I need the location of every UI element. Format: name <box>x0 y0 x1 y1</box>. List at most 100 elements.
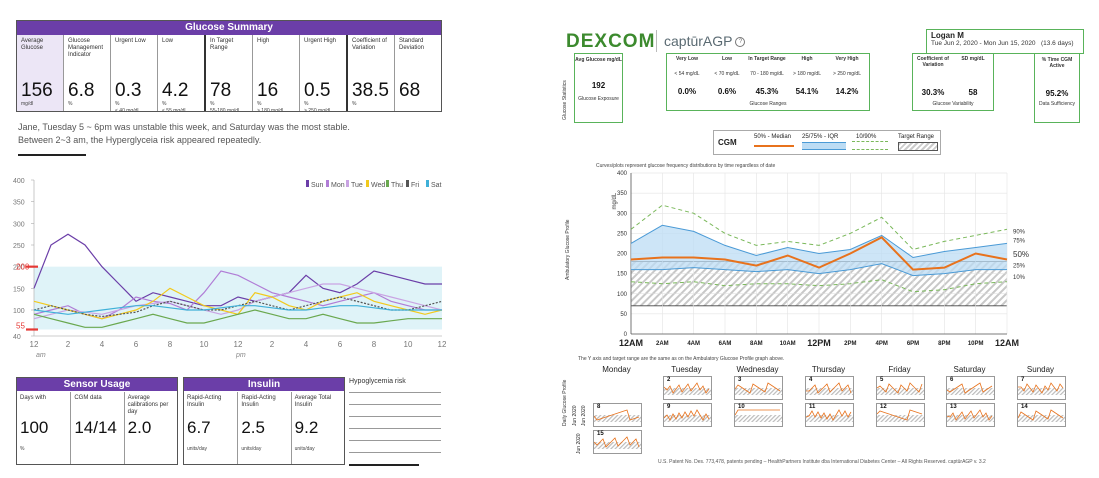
legend-iqr-label: 25/75% - IQR <box>802 134 839 140</box>
weekday-wednesday: Wednesday <box>736 365 779 374</box>
cgm-active-sub: Data Sufficiency <box>1038 101 1076 107</box>
summary-cell-value: 38.5 <box>352 80 389 101</box>
daily-mini-chart[interactable]: 14 <box>1017 403 1066 427</box>
daily-mini-chart[interactable]: 8 <box>593 403 642 427</box>
mini-target-band <box>735 388 782 395</box>
sensor-usage-panel: Sensor Usage Days with 100% CGM data 14/14 A… <box>16 377 178 465</box>
mini-date-label: 6 <box>950 377 954 383</box>
sensor-cell: Average calibrations per day 2.0 <box>123 392 178 464</box>
summary-cell-label: Standard Deviation <box>399 38 425 51</box>
agp-x-tick-label: 10PM <box>968 341 984 347</box>
daily-mini-chart[interactable]: 9 <box>663 403 712 427</box>
summary-cell-value: 0.5 <box>304 80 331 101</box>
agp-x-tick-label: 8AM <box>750 341 763 347</box>
daily-mini-chart[interactable]: 12 <box>876 403 925 427</box>
summary-cell-unit: mg/dl <box>21 101 34 107</box>
mini-date-label: 4 <box>809 377 813 383</box>
agp-percentile-label: 90% <box>1013 229 1026 235</box>
series-line-tue <box>33 283 443 320</box>
summary-cell: In Target Range 78% 55-180 mg/dl <box>204 35 252 111</box>
mini-glucose-line <box>735 382 781 394</box>
daily-mini-chart[interactable]: 7 <box>1017 376 1066 400</box>
sensor-cell-label: Average calibrations per day <box>127 395 169 415</box>
legend-outer-swatch <box>852 141 888 150</box>
range-cell: Very High > 250 mg/dL 14.2% <box>827 56 867 96</box>
agp-y-tick-label: 0 <box>624 332 628 338</box>
legend-label-thu: Thu <box>391 182 403 189</box>
mini-target-band <box>877 415 924 422</box>
insulin-title: Insulin <box>184 378 344 391</box>
cgm-active-label: % Time CGM Active <box>1041 57 1073 69</box>
mini-date-label: 11 <box>809 404 816 410</box>
help-icon[interactable]: ? <box>735 37 746 48</box>
summary-cell: Urgent Low 0.3% < 40 mg/dl <box>110 35 157 111</box>
summary-cell-range: > 250 mg/dl <box>304 108 331 112</box>
daily-mini-chart[interactable]: 4 <box>805 376 854 400</box>
mini-date-label: 3 <box>738 377 742 383</box>
weekday-thursday: Thursday <box>811 365 846 374</box>
summary-cell-value: 78 <box>210 80 232 101</box>
daily-mini-chart[interactable]: 15 <box>593 430 642 454</box>
legend-target-label: Target Range <box>898 134 935 140</box>
summary-cell-label: Average Glucose <box>21 38 44 51</box>
patient-name: Logan M <box>931 31 964 40</box>
mini-date-label: 8 <box>597 404 601 410</box>
legend-median-label: 50% - Median <box>754 134 792 140</box>
agp-y-tick-label: 50 <box>620 312 627 318</box>
avg-glucose-value: 192 <box>591 81 606 90</box>
sensor-cell: CGM data 14/14 <box>70 392 124 464</box>
mini-glucose-line <box>735 409 780 416</box>
agp-side-label: Ambulatory Glucose Profile <box>565 210 575 280</box>
mini-glucose-line <box>806 409 852 421</box>
summary-cell-range: 55-180 mg/dl <box>210 108 240 112</box>
date-range: Tue Jun 2, 2020 - Mon Jun 15, 2020 <box>931 40 1036 47</box>
sensor-cell-value: 2.0 <box>127 418 152 437</box>
x-tick-label: 4 <box>100 340 105 349</box>
mini-target-band <box>877 388 924 395</box>
agp-x-tick-label: 10AM <box>780 341 796 347</box>
x-tick-label: 10 <box>200 340 209 349</box>
summary-cell-value: 68 <box>399 80 421 101</box>
daily-mini-chart[interactable]: 13 <box>946 403 995 427</box>
month-label-2: Jun 2020 <box>581 400 591 426</box>
mini-glucose-line <box>594 436 640 448</box>
mini-target-band <box>664 388 711 395</box>
glucose-variability-box: Coefficient of Variation 30.3% SD mg/dL 58 … <box>912 53 994 111</box>
mini-date-label: 12 <box>880 404 887 410</box>
agp-x-tick-label: 12AM <box>619 338 643 348</box>
summary-cell-label: High <box>257 38 270 44</box>
day-count: (13.6 days) <box>1040 40 1074 47</box>
mini-glucose-line <box>1018 382 1064 394</box>
mini-date-label: 14 <box>1021 404 1028 410</box>
mini-glucose-line <box>947 382 993 394</box>
weekday-sunday: Sunday <box>1026 365 1055 374</box>
daily-mini-chart[interactable]: 6 <box>946 376 995 400</box>
series-line-sat <box>33 305 442 315</box>
insulin-cell-label: Average Total Insulin <box>294 395 332 408</box>
range-label: Low <box>722 56 732 62</box>
agp-percentile-label: 10% <box>1013 275 1026 281</box>
sensor-cell-unit: % <box>20 446 25 452</box>
daily-mini-chart[interactable]: 3 <box>734 376 783 400</box>
x-tick-label: 6 <box>338 340 343 349</box>
series-line-sun <box>33 233 442 307</box>
ranges-sub: Glucose Ranges <box>749 101 787 107</box>
hypo-line <box>349 416 441 417</box>
mini-chart-svg <box>947 382 994 395</box>
daily-mini-chart[interactable]: 2 <box>663 376 712 400</box>
mini-date-label: 7 <box>1021 377 1025 383</box>
weekly-note: Jane, Tuesday 5 ~ 6pm was unstable this … <box>18 121 350 147</box>
summary-cell: High 16% > 180 mg/dl <box>252 35 299 111</box>
summary-cell-unit: % <box>162 101 167 107</box>
stats-side-label-text: Glucose Statistics <box>562 80 568 120</box>
legend-swatch-sun <box>306 180 309 187</box>
x-tick-label: 6 <box>134 340 139 349</box>
daily-mini-chart[interactable]: 5 <box>876 376 925 400</box>
daily-mini-chart[interactable]: 11 <box>805 403 854 427</box>
weekday-tuesday: Tuesday <box>671 365 702 374</box>
daily-mini-chart[interactable]: 10 <box>734 403 783 427</box>
y-tick-label: 100 <box>13 308 25 315</box>
summary-cell-value: 4.2 <box>162 80 189 101</box>
agp-legend: CGM 50% - Median 25/75% - IQR 10/90% Tar… <box>713 130 941 155</box>
summary-cell-range: > 180 mg/dl <box>257 108 284 112</box>
